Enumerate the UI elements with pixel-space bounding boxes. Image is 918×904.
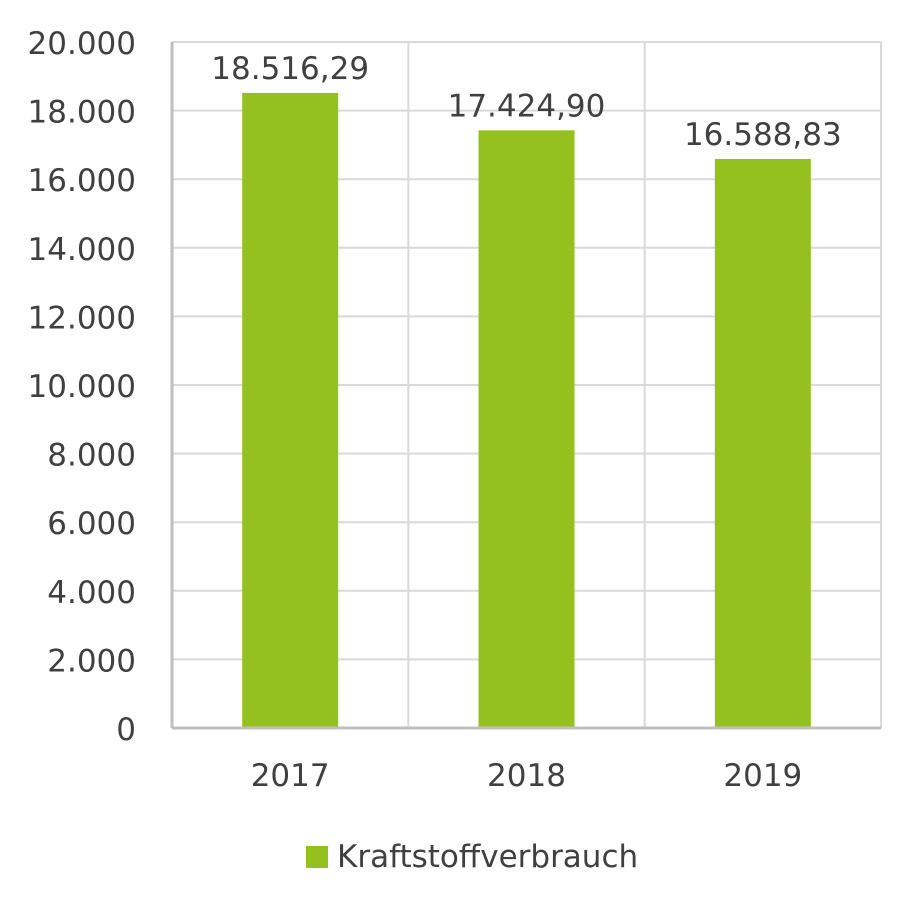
bar-2019 [714,159,811,729]
data-label: 18.516,29 [211,51,369,87]
y-tick-label: 8.000 [47,438,136,474]
x-tick-label: 2017 [251,758,330,794]
legend-label: Kraftstoffverbrauch [337,839,638,875]
y-tick-label: 6.000 [47,506,136,542]
y-tick-label: 2.000 [47,643,136,679]
y-tick-label: 14.000 [28,232,136,268]
y-tick-label: 18.000 [28,95,136,131]
y-tick-label: 10.000 [28,369,136,405]
y-tick-label: 4.000 [47,575,136,611]
y-tick-label: 12.000 [28,300,136,336]
y-tick-label: 16.000 [28,163,136,199]
x-tick-label: 2019 [723,758,802,794]
y-tick-label: 0 [116,712,136,748]
labels-layer: 0 2.000 4.000 6.000 8.000 10.000 12.000 14.000 1… [28,26,842,794]
bar-2017 [242,92,339,729]
y-tick-label: 20.000 [28,26,136,62]
data-label: 17.424,90 [448,88,606,124]
legend: Kraftstoffverbrauch [306,839,638,875]
bars-layer [242,92,811,729]
data-label: 16.588,83 [684,117,842,153]
x-tick-label: 2018 [487,758,566,794]
axis-layer [170,42,881,730]
bar-2018 [478,130,575,728]
legend-swatch [306,846,328,868]
